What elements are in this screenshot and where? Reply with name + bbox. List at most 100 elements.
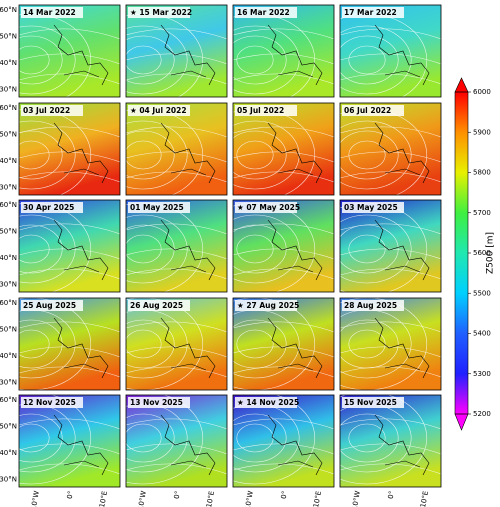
contour <box>340 443 441 455</box>
map-field <box>340 5 441 97</box>
panel-frame <box>125 297 228 391</box>
contour <box>126 413 175 463</box>
map-field <box>233 395 334 487</box>
contour <box>126 423 162 453</box>
lat-label: 30°N <box>0 379 17 387</box>
contour <box>233 130 287 180</box>
contour <box>126 443 227 455</box>
panel-title: ★ 04 Jul 2022 <box>130 106 187 115</box>
panel-title: 12 Nov 2025 <box>23 398 76 407</box>
contour <box>19 443 120 455</box>
coastline <box>53 414 109 476</box>
lat-label: 50°N <box>0 33 17 41</box>
title-box <box>21 300 83 311</box>
contour <box>19 214 76 284</box>
contour <box>340 214 412 284</box>
contour <box>19 120 76 190</box>
coastline <box>267 414 323 476</box>
panel-frame <box>125 102 228 196</box>
contour <box>126 130 175 180</box>
lat-label: 60°N <box>0 396 17 404</box>
colorbar-tick-label: 5300 <box>473 370 491 378</box>
contour <box>233 321 334 333</box>
panel-title: ★ 07 May 2025 <box>237 203 300 212</box>
contour <box>233 298 316 390</box>
panel-frame <box>18 4 121 98</box>
lon-label: 10°E <box>205 490 216 507</box>
lat-label: 50°N <box>0 131 17 139</box>
contour <box>126 151 227 163</box>
lat-label: 50°N <box>0 228 17 236</box>
map-field <box>126 298 227 390</box>
panel-title: 17 Mar 2022 <box>344 8 397 17</box>
contour <box>126 329 162 359</box>
contour <box>126 298 204 390</box>
panel-frame <box>339 4 442 98</box>
map-field <box>233 298 334 390</box>
panel-frame <box>232 4 335 98</box>
contour <box>126 346 227 358</box>
coastline <box>53 122 109 184</box>
coastline <box>53 219 109 281</box>
contour <box>126 28 227 40</box>
colorbar-tick-label: 5900 <box>473 128 491 136</box>
lat-label: 40°N <box>0 59 17 67</box>
panel-frame <box>125 199 228 293</box>
colorbar-tick-label: 5500 <box>473 289 491 297</box>
lat-label: 30°N <box>0 86 17 94</box>
contour <box>340 248 441 260</box>
panel-title: 15 Nov 2025 <box>344 398 397 407</box>
title-box <box>21 105 83 116</box>
lat-label: 40°N <box>0 352 17 360</box>
title-box <box>342 7 404 18</box>
contour <box>19 151 120 163</box>
contour <box>233 25 300 95</box>
contour <box>19 418 120 430</box>
lon-label: 10°E <box>98 490 109 507</box>
map-field <box>340 395 441 487</box>
title-box <box>21 7 83 18</box>
panel-title: 14 Mar 2022 <box>23 8 76 17</box>
panel-title: 25 Aug 2025 <box>23 301 76 310</box>
lat-label: 40°N <box>0 157 17 165</box>
panel-title: 01 May 2025 <box>130 203 184 212</box>
contour <box>19 53 120 65</box>
contour <box>233 413 287 463</box>
title-box <box>128 300 190 311</box>
lon-label: 10°W <box>244 490 255 507</box>
contour <box>233 418 334 430</box>
contour <box>340 413 399 463</box>
contour <box>348 423 386 453</box>
contour <box>340 120 412 190</box>
lat-label: 30°N <box>0 184 17 192</box>
contour <box>233 53 334 65</box>
contour <box>233 28 334 40</box>
contour <box>126 120 188 190</box>
contour <box>340 35 399 85</box>
panel-frame <box>125 394 228 488</box>
contour <box>19 321 120 333</box>
contour <box>126 140 162 170</box>
lat-label: 40°N <box>0 449 17 457</box>
coastline <box>53 24 109 86</box>
title-box <box>235 300 297 311</box>
contour <box>19 395 92 485</box>
lat-label: 60°N <box>0 299 17 307</box>
contour <box>340 395 428 485</box>
contour <box>233 214 300 284</box>
lat-label: 50°N <box>0 423 17 431</box>
contour <box>19 45 50 75</box>
title-box <box>342 202 404 213</box>
colorbar-tick-label: 5400 <box>473 330 491 338</box>
map-field <box>233 200 334 292</box>
map-field <box>233 5 334 97</box>
panel-title: 28 Aug 2025 <box>344 301 397 310</box>
title-box <box>342 105 404 116</box>
colorbar-tick-label: 5700 <box>473 209 491 217</box>
title-box <box>342 397 404 408</box>
panel-frame <box>18 297 121 391</box>
contour <box>340 151 441 163</box>
map-field <box>126 5 227 97</box>
panel-title: 03 Jul 2022 <box>23 106 70 115</box>
